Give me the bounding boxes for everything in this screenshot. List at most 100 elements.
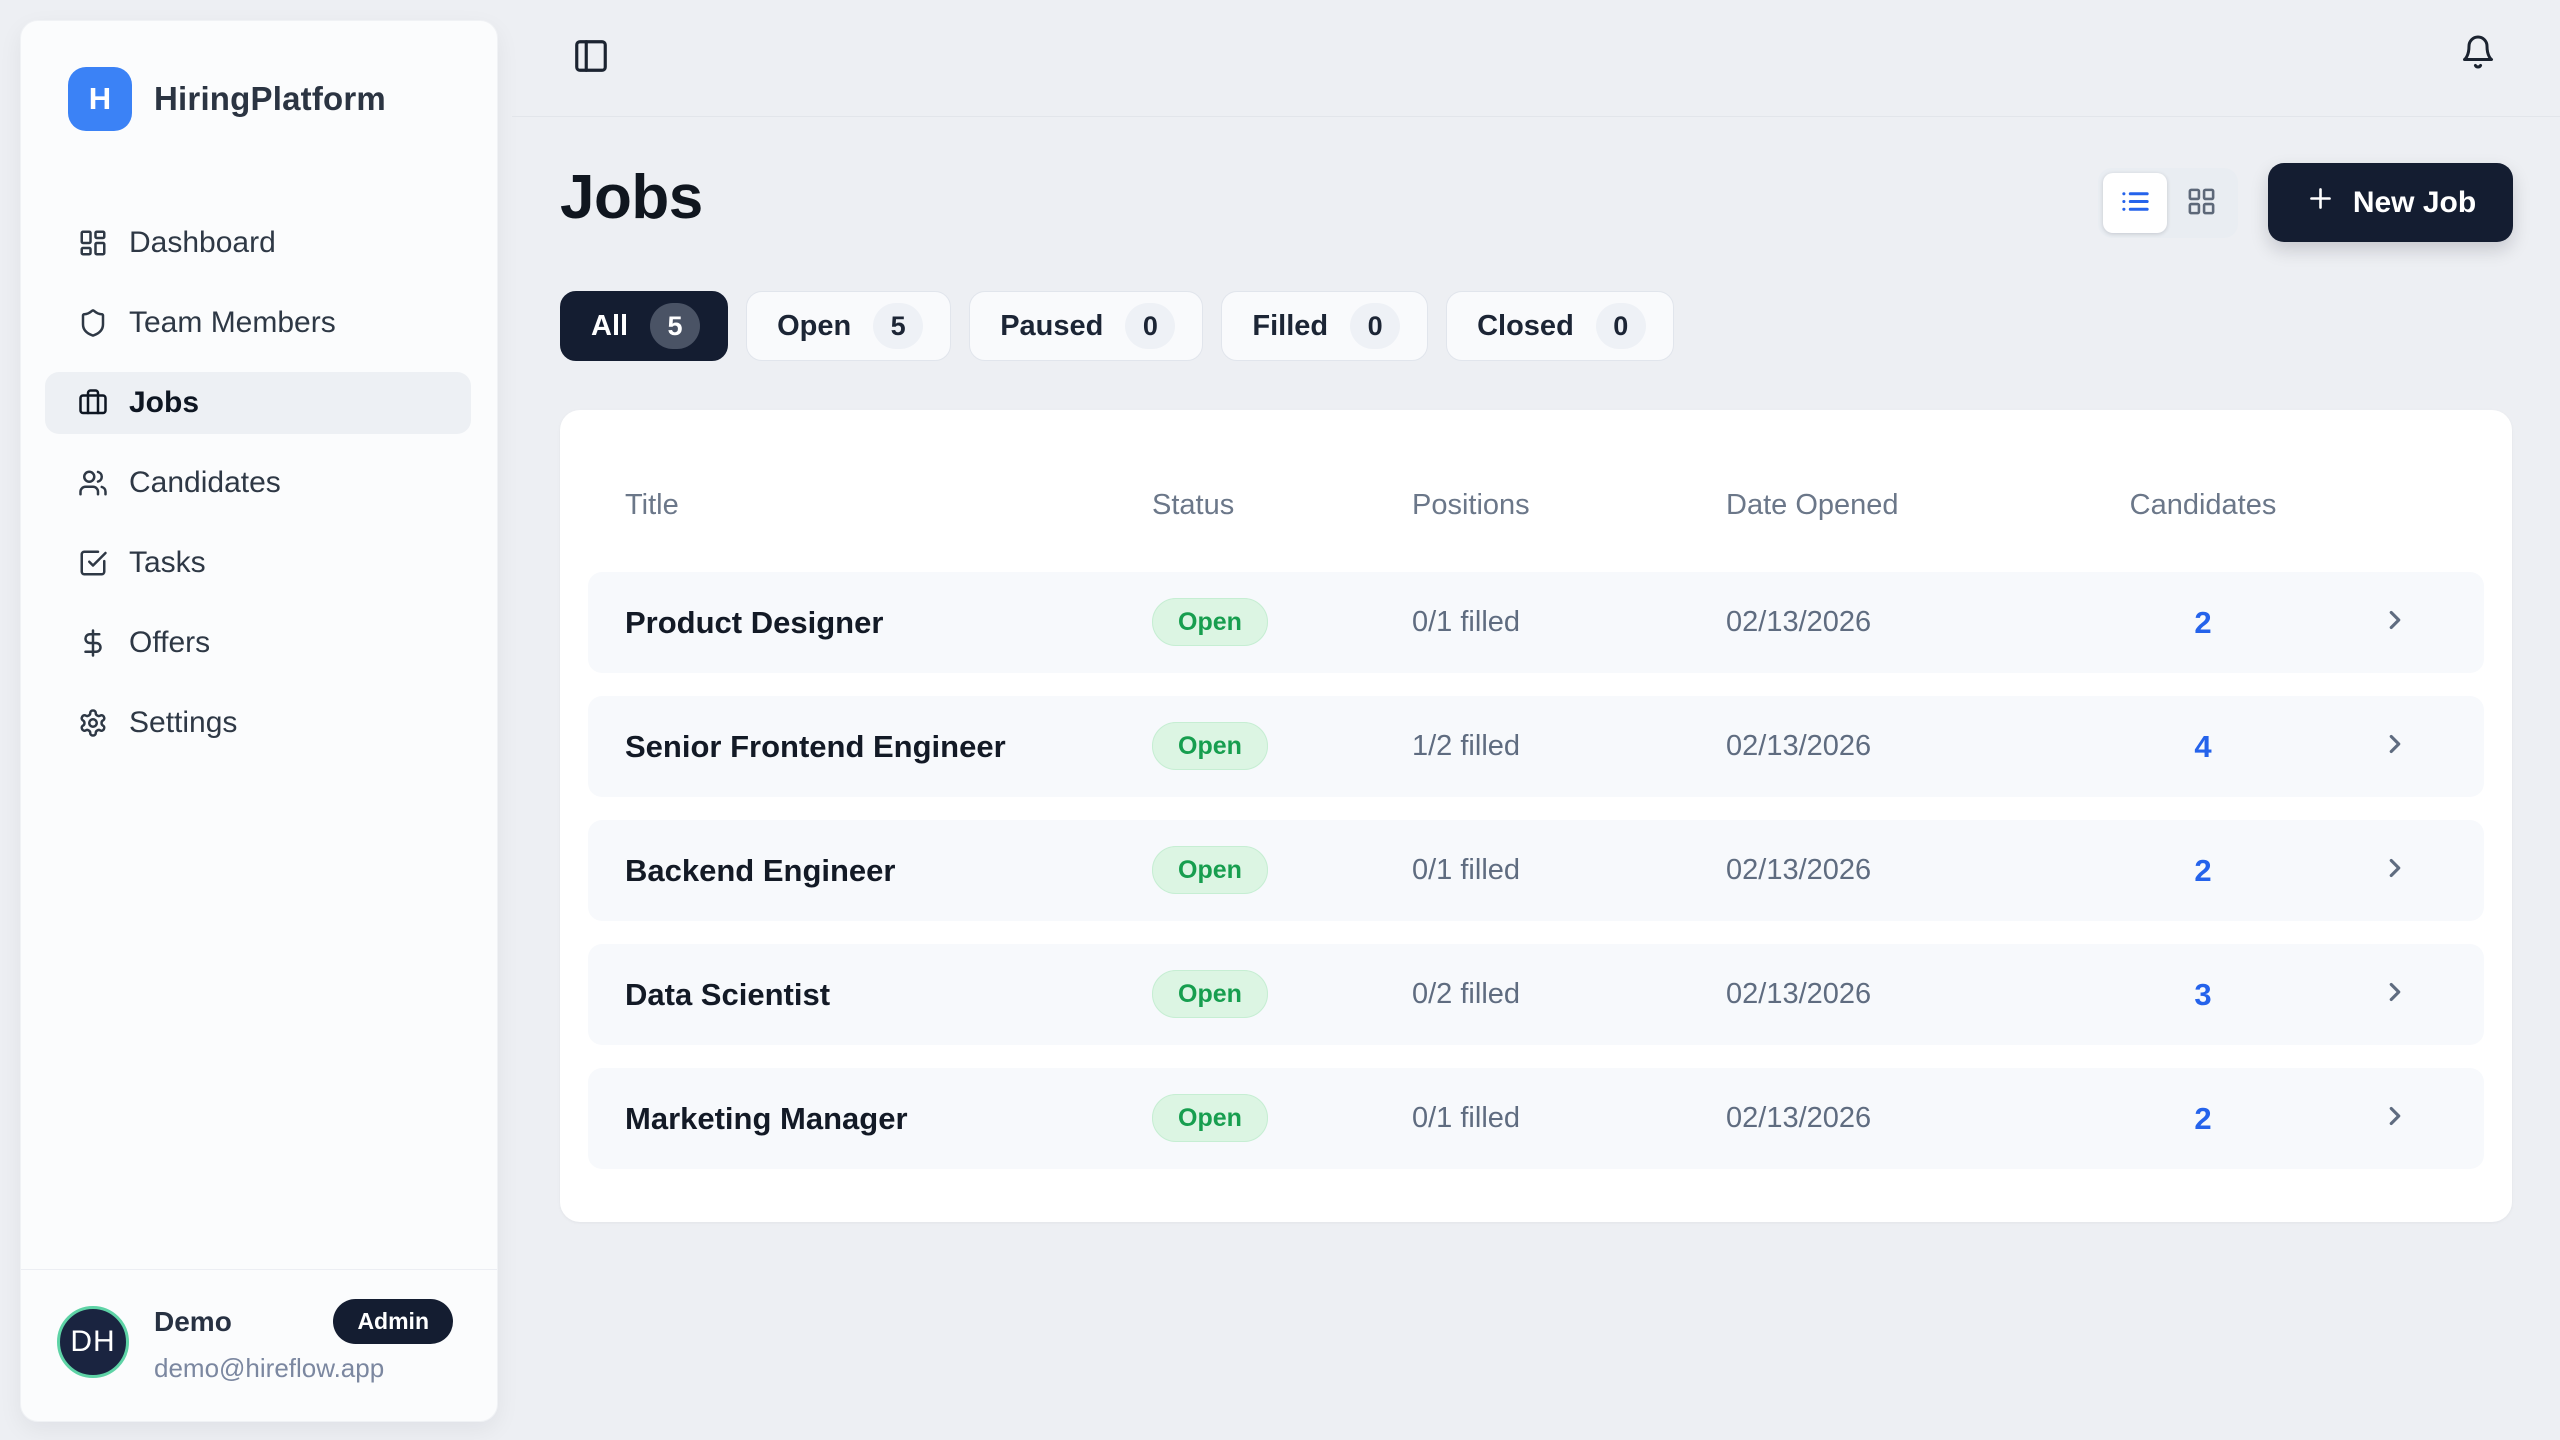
sidebar-item-label: Tasks <box>129 546 206 579</box>
bell-icon <box>2460 34 2496 73</box>
sidebar-item-candidates[interactable]: Candidates <box>45 452 471 514</box>
col-header-status: Status <box>1152 488 1235 521</box>
user-name: Demo <box>154 1305 232 1337</box>
chevron-right-icon <box>2380 853 2410 888</box>
job-positions: 1/2 filled <box>1412 730 1521 762</box>
shield-icon <box>78 308 108 338</box>
filter-tab-label: Paused <box>1000 309 1104 342</box>
job-positions: 0/1 filled <box>1412 1102 1521 1134</box>
filter-tab-label: Filled <box>1252 309 1329 342</box>
list-view-icon <box>2120 186 2151 220</box>
page-title: Jobs <box>560 163 703 232</box>
job-title: Data Scientist <box>625 976 831 1012</box>
user-top-row: Demo Admin <box>154 1299 453 1344</box>
new-job-button[interactable]: New Job <box>2268 163 2513 242</box>
table-row[interactable]: Marketing Manager Open 0/1 filled 02/13/… <box>588 1068 2484 1169</box>
row-open-button[interactable] <box>2380 729 2488 764</box>
status-badge: Open <box>1152 1094 1268 1142</box>
filter-tab-open[interactable]: Open 5 <box>746 291 952 361</box>
briefcase-icon <box>78 388 108 418</box>
brand-name: HiringPlatform <box>154 80 386 117</box>
job-positions: 0/2 filled <box>1412 978 1521 1010</box>
brand: H HiringPlatform <box>68 67 386 131</box>
table-row[interactable]: Data Scientist Open 0/2 filled 02/13/202… <box>588 944 2484 1045</box>
col-header-candidates: Candidates <box>2129 488 2277 521</box>
sidebar-item-dashboard[interactable]: Dashboard <box>45 212 471 274</box>
avatar: DH <box>57 1305 129 1378</box>
sidebar-nav: Dashboard Team Members Jobs Candidates T… <box>45 212 471 754</box>
list-view-button[interactable] <box>2103 173 2167 233</box>
jobs-table-card: Title Status Positions Date Opened Candi… <box>560 410 2512 1222</box>
status-badge: Open <box>1152 846 1268 894</box>
filter-count-badge: 5 <box>650 303 701 349</box>
tasks-icon <box>78 548 108 578</box>
topbar-divider <box>512 116 2560 117</box>
row-open-button[interactable] <box>2380 1101 2488 1136</box>
sidebar-item-label: Jobs <box>129 386 200 419</box>
dollar-icon <box>78 628 108 658</box>
job-date-opened: 02/13/2026 <box>1726 978 1872 1010</box>
row-open-button[interactable] <box>2380 977 2488 1012</box>
job-candidates-count[interactable]: 2 <box>2194 852 2212 888</box>
table-row[interactable]: Product Designer Open 0/1 filled 02/13/2… <box>588 572 2484 673</box>
chevron-right-icon <box>2380 605 2410 640</box>
filter-tab-all[interactable]: All 5 <box>560 291 729 361</box>
job-date-opened: 02/13/2026 <box>1726 854 1872 886</box>
filter-tab-paused[interactable]: Paused 0 <box>969 291 1204 361</box>
sidebar-item-tasks[interactable]: Tasks <box>45 532 471 594</box>
grid-view-icon <box>2186 186 2217 220</box>
sidebar-item-label: Candidates <box>129 466 281 499</box>
sidebar-item-offers[interactable]: Offers <box>45 612 471 674</box>
job-candidates-count[interactable]: 2 <box>2194 604 2212 640</box>
job-candidates-count[interactable]: 2 <box>2194 1100 2212 1136</box>
view-mode-toggle <box>2098 168 2238 238</box>
role-badge: Admin <box>333 1299 453 1344</box>
filter-count-badge: 0 <box>1350 303 1401 349</box>
filter-count-badge: 5 <box>873 303 924 349</box>
chevron-right-icon <box>2380 1101 2410 1136</box>
job-title: Senior Frontend Engineer <box>625 728 1006 764</box>
job-date-opened: 02/13/2026 <box>1726 1102 1872 1134</box>
user-card[interactable]: DH Demo Admin demo@hireflow.app <box>21 1269 497 1421</box>
sidebar: H HiringPlatform Dashboard Team Members … <box>20 20 498 1422</box>
status-badge: Open <box>1152 722 1268 770</box>
chevron-right-icon <box>2380 977 2410 1012</box>
sidebar-item-team-members[interactable]: Team Members <box>45 292 471 354</box>
sidebar-item-label: Dashboard <box>129 226 276 259</box>
filter-tab-filled[interactable]: Filled 0 <box>1221 291 1429 361</box>
status-badge: Open <box>1152 970 1268 1018</box>
user-meta: Demo Admin demo@hireflow.app <box>154 1299 453 1384</box>
sidebar-item-jobs[interactable]: Jobs <box>45 372 471 434</box>
job-candidates-count[interactable]: 3 <box>2194 976 2212 1012</box>
sidebar-item-label: Settings <box>129 706 238 739</box>
table-row[interactable]: Backend Engineer Open 0/1 filled 02/13/2… <box>588 820 2484 921</box>
job-positions: 0/1 filled <box>1412 606 1521 638</box>
col-header-positions: Positions <box>1412 488 1530 521</box>
sidebar-item-label: Offers <box>129 626 211 659</box>
sidebar-item-settings[interactable]: Settings <box>45 692 471 754</box>
status-filter-tabs: All 5 Open 5 Paused 0 Filled 0 Closed 0 <box>560 291 1674 361</box>
job-candidates-count[interactable]: 4 <box>2194 728 2212 764</box>
plus-icon <box>2305 183 2336 222</box>
row-open-button[interactable] <box>2380 605 2488 640</box>
col-header-title: Title <box>625 488 679 521</box>
filter-tab-label: Closed <box>1477 309 1574 342</box>
table-row[interactable]: Senior Frontend Engineer Open 1/2 filled… <box>588 696 2484 797</box>
brand-initial: H <box>88 81 112 116</box>
grid-view-button[interactable] <box>2169 173 2233 233</box>
avatar-initials: DH <box>70 1324 116 1358</box>
notifications-button[interactable] <box>2460 34 2496 73</box>
job-date-opened: 02/13/2026 <box>1726 730 1872 762</box>
job-positions: 0/1 filled <box>1412 854 1521 886</box>
sidebar-item-label: Team Members <box>129 306 336 339</box>
panel-left-icon <box>572 37 610 78</box>
row-open-button[interactable] <box>2380 853 2488 888</box>
filter-count-badge: 0 <box>1125 303 1176 349</box>
sidebar-toggle-button[interactable] <box>572 37 610 78</box>
filter-tab-label: Open <box>777 309 852 342</box>
job-title: Product Designer <box>625 604 884 640</box>
job-date-opened: 02/13/2026 <box>1726 606 1872 638</box>
filter-tab-closed[interactable]: Closed 0 <box>1446 291 1674 361</box>
gear-icon <box>78 708 108 738</box>
